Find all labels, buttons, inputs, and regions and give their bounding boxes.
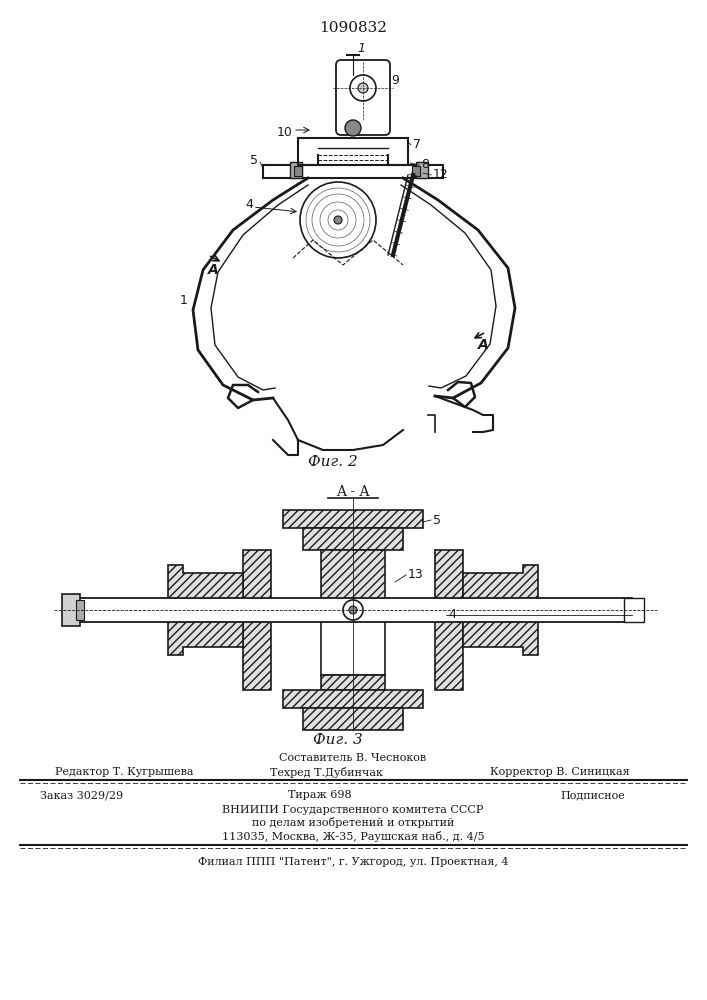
Circle shape bbox=[350, 75, 376, 101]
Circle shape bbox=[349, 606, 357, 614]
Text: Составитель В. Чесноков: Составитель В. Чесноков bbox=[279, 753, 426, 763]
Circle shape bbox=[358, 83, 368, 93]
Text: 5: 5 bbox=[250, 153, 258, 166]
Bar bbox=[412, 166, 420, 176]
Text: 9: 9 bbox=[391, 74, 399, 87]
Polygon shape bbox=[463, 565, 538, 655]
Text: 13: 13 bbox=[408, 568, 423, 582]
Text: по делам изобретений и открытий: по делам изобретений и открытий bbox=[252, 818, 454, 828]
Text: Филиал ППП "Патент", г. Ужгород, ул. Проектная, 4: Филиал ППП "Патент", г. Ужгород, ул. Про… bbox=[198, 857, 508, 867]
Bar bbox=[416, 162, 428, 178]
Text: 5: 5 bbox=[433, 514, 441, 526]
Text: 1090832: 1090832 bbox=[319, 21, 387, 35]
Text: 1: 1 bbox=[180, 294, 188, 306]
Text: A - A: A - A bbox=[337, 485, 370, 499]
Bar bbox=[243, 550, 271, 690]
Text: Фиг. 2: Фиг. 2 bbox=[308, 455, 358, 469]
Text: 10: 10 bbox=[277, 125, 293, 138]
Text: Корректор В. Синицкая: Корректор В. Синицкая bbox=[490, 767, 630, 777]
Bar bbox=[74, 598, 632, 622]
Bar bbox=[76, 600, 84, 620]
Text: 12: 12 bbox=[433, 168, 449, 182]
Text: Фиг. 3: Фиг. 3 bbox=[313, 733, 363, 747]
Text: 8: 8 bbox=[421, 158, 429, 172]
Text: Тираж 698: Тираж 698 bbox=[288, 790, 352, 800]
Bar bbox=[62, 594, 80, 626]
Text: ВНИИПИ Государственного комитета СССР: ВНИИПИ Государственного комитета СССР bbox=[222, 805, 484, 815]
Bar bbox=[263, 165, 443, 178]
Circle shape bbox=[345, 120, 361, 136]
Bar bbox=[303, 528, 403, 550]
Text: Техред Т.Дубинчак: Техред Т.Дубинчак bbox=[270, 766, 383, 778]
Circle shape bbox=[334, 216, 342, 224]
Bar bbox=[294, 166, 302, 176]
Text: 1: 1 bbox=[357, 41, 365, 54]
Bar bbox=[283, 690, 423, 708]
Text: A: A bbox=[478, 338, 489, 352]
Text: 4: 4 bbox=[448, 608, 456, 621]
Bar bbox=[321, 675, 385, 690]
Polygon shape bbox=[168, 565, 243, 655]
Bar bbox=[435, 550, 463, 690]
Text: Подписное: Подписное bbox=[560, 790, 625, 800]
Circle shape bbox=[300, 182, 376, 258]
Bar bbox=[321, 605, 385, 675]
Bar bbox=[290, 162, 302, 178]
Text: 113035, Москва, Ж-35, Раушская наб., д. 4/5: 113035, Москва, Ж-35, Раушская наб., д. … bbox=[222, 830, 484, 842]
Bar bbox=[283, 510, 423, 528]
Text: 4: 4 bbox=[245, 198, 253, 212]
Text: A: A bbox=[208, 263, 218, 277]
Text: Редактор Т. Кугрышева: Редактор Т. Кугрышева bbox=[55, 767, 194, 777]
Bar bbox=[624, 598, 644, 622]
Bar bbox=[303, 708, 403, 730]
FancyBboxPatch shape bbox=[336, 60, 390, 135]
Circle shape bbox=[343, 600, 363, 620]
Bar bbox=[321, 550, 385, 605]
Text: 7: 7 bbox=[413, 138, 421, 151]
Text: Заказ 3029/29: Заказ 3029/29 bbox=[40, 790, 123, 800]
